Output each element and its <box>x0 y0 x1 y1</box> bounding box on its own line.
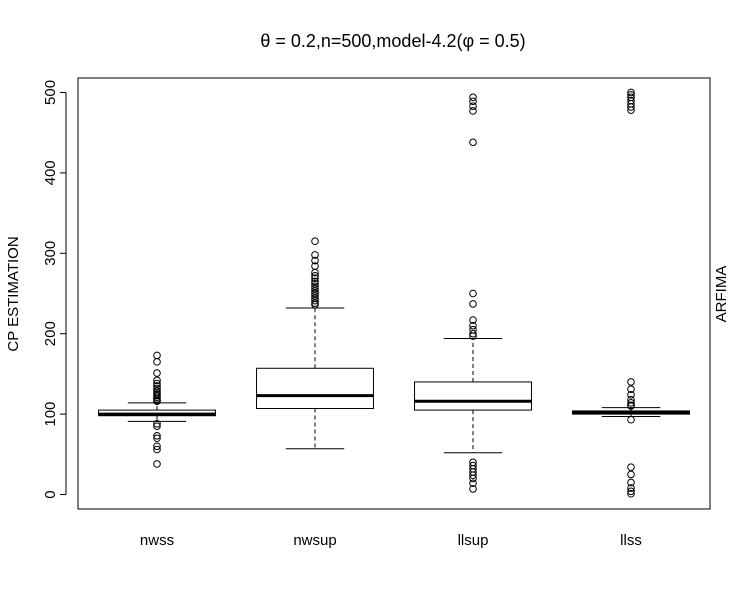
outlier-point <box>153 376 161 385</box>
outlier-point <box>469 332 477 340</box>
outlier-point <box>469 97 477 106</box>
outlier-point <box>627 378 635 386</box>
y-axis-label: CP ESTIMATION <box>5 236 22 351</box>
y-axis: 0 100 200 300 400 500 <box>42 80 67 499</box>
outlier-point <box>153 419 161 428</box>
outlier-point <box>311 289 319 298</box>
x-tick-label: llss <box>620 532 642 549</box>
outlier-point <box>153 434 161 443</box>
outlier-point <box>627 470 635 479</box>
outlier-point <box>469 102 477 110</box>
y-tick-label: 200 <box>42 321 59 346</box>
outlier-point <box>311 251 319 259</box>
y-tick-label: 300 <box>42 241 59 266</box>
box-llsup <box>414 93 532 493</box>
outlier-point <box>627 484 635 492</box>
outlier-point <box>311 274 319 283</box>
x-axis: nwss nwsup llsup llss <box>140 532 642 549</box>
y-tick-label: 500 <box>42 80 59 105</box>
outlier-point <box>311 300 319 309</box>
outlier-point <box>627 489 635 498</box>
outlier-point <box>311 256 319 265</box>
y-tick-label: 0 <box>42 490 59 498</box>
boxes-group <box>98 88 690 498</box>
outlier-point <box>311 272 319 280</box>
outlier-point <box>153 369 161 377</box>
outlier-point <box>469 329 477 338</box>
outlier-point <box>311 282 319 291</box>
outlier-point <box>153 351 161 360</box>
outlier-point <box>627 463 635 471</box>
outlier-point <box>311 280 319 288</box>
box-iqr <box>414 381 532 411</box>
outlier-point <box>311 296 319 305</box>
y-tick-label: 100 <box>42 402 59 427</box>
outlier-point <box>311 292 319 300</box>
outlier-point <box>311 284 319 293</box>
outlier-point <box>627 91 635 99</box>
outlier-point <box>469 474 477 483</box>
outlier-point <box>469 471 477 480</box>
outlier-point <box>153 442 161 451</box>
outlier-point <box>153 358 161 366</box>
outlier-point <box>469 93 477 102</box>
y-tick-label: 400 <box>42 160 59 185</box>
x-tick-label: nwss <box>140 532 174 549</box>
outlier-point <box>627 478 635 487</box>
outlier-point <box>627 415 635 424</box>
box-nwsup <box>256 237 374 450</box>
outlier-point <box>469 479 477 488</box>
outlier-point <box>627 106 635 114</box>
outlier-point <box>153 432 161 440</box>
plot-frame <box>77 77 711 510</box>
box-iqr <box>256 367 374 409</box>
outlier-point <box>627 103 635 111</box>
outlier-point <box>153 422 161 430</box>
outlier-point <box>153 445 161 454</box>
outlier-point <box>311 268 319 277</box>
x-tick-label: nwsup <box>293 532 336 549</box>
outlier-point <box>627 487 635 496</box>
right-margin-label: ARFIMA <box>713 266 730 323</box>
outlier-point <box>311 237 319 246</box>
chart-title: θ = 0.2,n=500,model-4.2(φ = 0.5) <box>260 31 525 51</box>
box-llss <box>572 88 690 498</box>
outlier-point <box>627 402 635 410</box>
outlier-point <box>469 316 477 324</box>
outlier-point <box>311 287 319 295</box>
outlier-point <box>469 289 477 298</box>
outlier-point <box>627 399 635 407</box>
outlier-point <box>153 384 161 393</box>
box-nwss <box>98 351 216 468</box>
outlier-point <box>469 107 477 115</box>
outlier-point <box>153 460 161 468</box>
outlier-point <box>469 321 477 330</box>
outlier-point <box>469 300 477 308</box>
outlier-point <box>627 385 635 393</box>
outlier-point <box>627 88 635 97</box>
outlier-point <box>153 379 161 388</box>
outlier-point <box>311 277 319 286</box>
x-tick-label: llsup <box>458 532 489 549</box>
outlier-point <box>627 391 635 399</box>
outlier-point <box>469 485 477 493</box>
outlier-point <box>469 138 477 147</box>
outlier-point <box>153 397 161 406</box>
